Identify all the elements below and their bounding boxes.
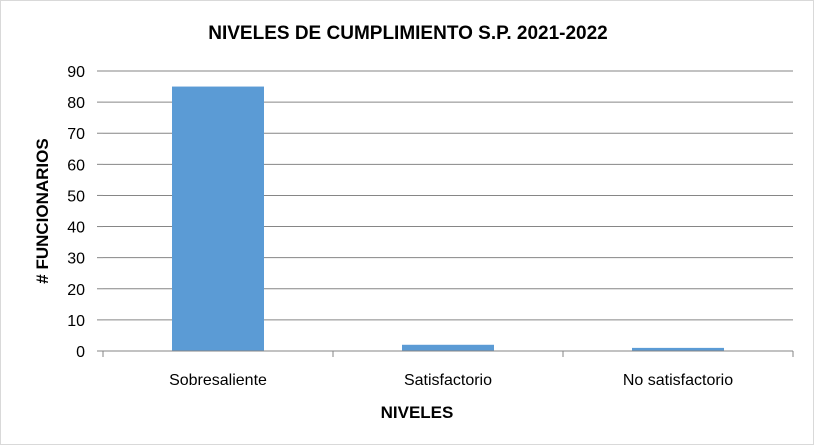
y-tick-label: 80 [67, 95, 85, 112]
x-axis [102, 350, 794, 357]
bars [172, 86, 724, 352]
y-tick-label: 0 [76, 344, 85, 361]
bar-satisfactorio [402, 344, 494, 351]
y-tick-label: 10 [67, 313, 85, 330]
y-axis-ticks: 0 10 20 30 40 50 60 70 80 90 [67, 64, 103, 361]
x-category-label: Sobresaliente [169, 372, 267, 389]
y-tick-label: 20 [67, 282, 85, 299]
x-category-label: No satisfactorio [623, 372, 733, 389]
x-axis-category-labels: Sobresaliente Satisfactorio No satisfactor… [169, 372, 733, 389]
bar-no-satisfactorio [632, 347, 724, 351]
y-tick-label: 40 [67, 220, 85, 237]
y-tick-label: 60 [67, 157, 85, 174]
y-tick-label: 70 [67, 126, 85, 143]
x-category-label: Satisfactorio [404, 372, 492, 389]
y-tick-label: 50 [67, 188, 85, 205]
bar-sobresaliente [172, 86, 264, 352]
y-tick-label: 90 [67, 64, 85, 81]
chart-title: NIVELES DE CUMPLIMIENTO S.P. 2021-2022 [208, 23, 608, 44]
x-axis-title: NIVELES [381, 403, 454, 422]
y-tick-label: 30 [67, 251, 85, 268]
y-axis-title: # FUNCIONARIOS [33, 138, 52, 283]
